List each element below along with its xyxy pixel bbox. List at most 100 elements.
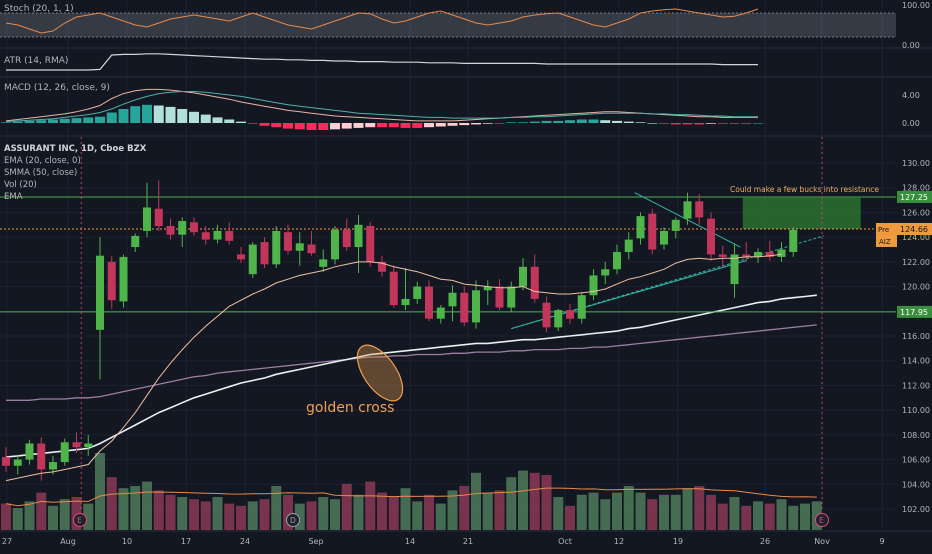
price-tick-label: 120.00 xyxy=(902,283,930,292)
macd-histogram-bar xyxy=(283,123,293,129)
ema-legend: EMA xyxy=(4,192,23,202)
macd-histogram-bar xyxy=(1,122,11,123)
volume-bar xyxy=(130,486,141,530)
macd-histogram-bar xyxy=(482,123,493,124)
macd-histogram-bar xyxy=(706,123,716,124)
candle-body xyxy=(636,216,645,239)
macd-histogram-bar xyxy=(165,106,176,123)
candle-body xyxy=(49,462,57,470)
candle-body xyxy=(448,292,457,307)
candle-body xyxy=(472,290,480,323)
candle-body xyxy=(284,232,292,251)
candle-body xyxy=(730,254,739,285)
volume-bar xyxy=(306,501,317,530)
candle-body xyxy=(72,442,81,448)
stoch-line xyxy=(5,8,759,34)
volume-bar xyxy=(224,503,235,530)
candle-body xyxy=(107,261,116,301)
candle-body xyxy=(648,213,657,250)
time-tick-label: Sep xyxy=(308,537,323,546)
volume-bar xyxy=(106,477,117,530)
volume-bar xyxy=(776,499,787,530)
candle-body xyxy=(166,226,175,235)
macd-histogram-bar xyxy=(694,123,705,125)
candle-body xyxy=(671,219,680,231)
candle-body xyxy=(295,243,304,251)
volume-bar xyxy=(236,505,246,530)
volume-bar xyxy=(541,475,552,530)
candle-body xyxy=(201,232,210,240)
candle-body xyxy=(154,208,163,227)
macd-histogram-bar xyxy=(377,123,387,128)
volume-bar xyxy=(95,453,105,530)
volume-bar xyxy=(271,486,282,530)
candle-body xyxy=(25,443,34,460)
volume-ma-line xyxy=(5,487,817,507)
candle-body xyxy=(2,457,10,466)
macd-histogram-bar xyxy=(36,120,47,123)
volume-bar xyxy=(283,494,293,530)
time-tick-label: Nov xyxy=(814,537,830,546)
volume-bar xyxy=(24,501,35,530)
volume-bar xyxy=(294,503,305,530)
macd-histogram-bar xyxy=(400,123,411,128)
volume-bar xyxy=(506,477,517,530)
volume-bar xyxy=(670,494,681,530)
time-tick-label: Aug xyxy=(60,537,76,546)
macd-histogram-bar xyxy=(541,120,552,123)
macd-histogram-bar xyxy=(365,123,376,128)
macd-histogram-bar xyxy=(118,109,129,123)
symbol-legend: ASSURANT INC, 1D, Cboe BZX xyxy=(4,144,147,154)
macd-histogram-bar xyxy=(447,123,458,126)
volume-legend: Vol (20) xyxy=(4,180,37,190)
macd-histogram-bar xyxy=(506,122,517,123)
atr-pane-title: ATR (14, RMA) xyxy=(4,56,69,66)
macd-histogram-bar xyxy=(59,118,70,123)
rising-trendline-extension xyxy=(511,235,824,330)
candle-body xyxy=(366,226,375,262)
price-tick-label: 124.00 xyxy=(902,233,930,242)
volume-bar xyxy=(482,492,493,530)
candle-body xyxy=(13,459,22,466)
macd-histogram-bar xyxy=(612,120,622,123)
volume-bar xyxy=(341,483,352,530)
volume-bar xyxy=(189,499,199,530)
symbol-tag-label: AIZ xyxy=(879,238,891,246)
candle-body xyxy=(530,266,539,299)
macd-histogram-bar xyxy=(153,105,164,123)
time-tick-label: Oct xyxy=(558,537,572,546)
macd-histogram-bar xyxy=(224,119,235,123)
pre-market-label: Pre xyxy=(878,226,889,234)
macd-histogram-bar xyxy=(553,120,564,123)
volume-bar xyxy=(753,501,763,530)
golden-cross-note: golden cross xyxy=(306,400,394,416)
macd-histogram-bar xyxy=(471,123,481,125)
volume-bar xyxy=(83,503,94,530)
macd-histogram-bar xyxy=(189,111,199,123)
macd-histogram-bar xyxy=(600,120,611,123)
candle-body xyxy=(507,286,516,308)
volume-bar xyxy=(518,470,528,530)
volume-bar xyxy=(365,481,376,530)
volume-bar xyxy=(318,497,329,530)
macd-histogram-bar xyxy=(659,123,669,124)
support-price-tag xyxy=(897,305,932,318)
resistance-price-tag xyxy=(897,190,932,203)
price-tick-label: 126.00 xyxy=(902,208,930,217)
candle-body xyxy=(60,442,69,463)
symbol-tag xyxy=(876,234,897,247)
volume-bar xyxy=(1,503,11,530)
candle-body xyxy=(718,254,727,257)
volume-bar xyxy=(118,488,129,530)
volume-bar xyxy=(142,481,152,530)
candle-body xyxy=(96,255,104,330)
macd-histogram-bar xyxy=(247,123,258,124)
volume-bar xyxy=(717,503,728,530)
macd-histogram-bar xyxy=(71,118,82,123)
macd-histogram-bar xyxy=(130,106,141,123)
price-tick-label: 116.00 xyxy=(902,332,930,341)
volume-bar xyxy=(447,490,458,530)
dividend-marker xyxy=(286,513,300,527)
macd-histogram-bar xyxy=(95,116,105,123)
